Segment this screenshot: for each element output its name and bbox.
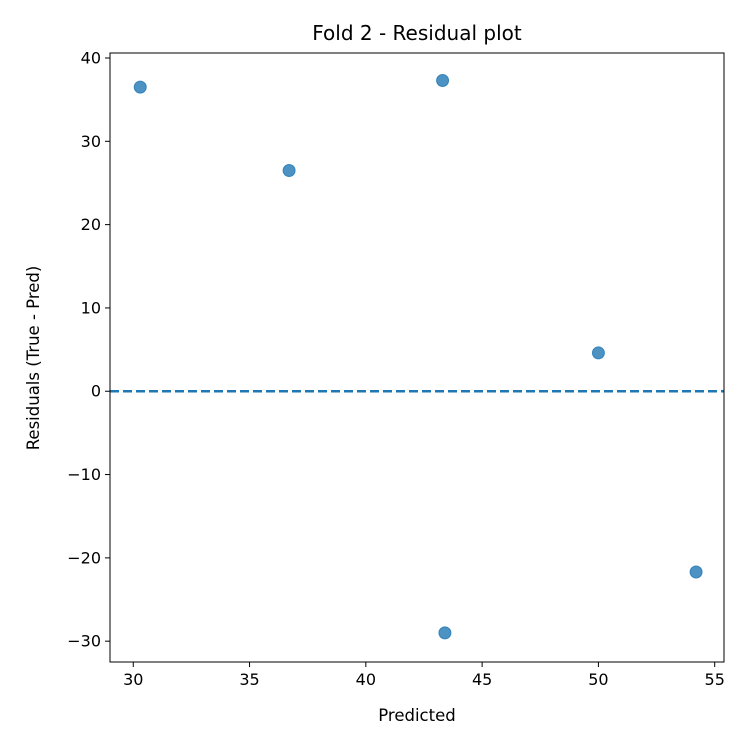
data-points-layer: [133, 73, 703, 640]
y-tick-label: −20: [67, 548, 101, 567]
data-point-5: [591, 346, 605, 360]
x-tick-label: 45: [472, 670, 492, 689]
x-axis-label: Predicted: [378, 706, 455, 725]
y-tick-label: −30: [67, 632, 101, 651]
y-tick-label: 20: [81, 215, 101, 234]
chart-title: Fold 2 - Residual plot: [312, 21, 522, 45]
y-axis-label: Residuals (True - Pred): [24, 266, 43, 451]
y-axis-ticks: −30 −20 −10 0 10 20 30 40: [67, 48, 110, 651]
plot-area-frame: [109, 52, 725, 663]
x-tick-label: 35: [239, 670, 259, 689]
y-tick-label: −10: [67, 465, 101, 484]
y-tick-label: 30: [81, 132, 101, 151]
x-tick-label: 50: [588, 670, 608, 689]
data-point-3: [436, 73, 450, 87]
data-point-1: [133, 80, 147, 94]
x-tick-label: 30: [123, 670, 143, 689]
data-point-6: [689, 565, 703, 579]
x-tick-label: 55: [705, 670, 725, 689]
y-tick-label: 40: [81, 48, 101, 67]
y-tick-label: 10: [81, 298, 101, 317]
data-point-4: [438, 626, 452, 640]
y-tick-label: 0: [91, 382, 101, 401]
x-tick-label: 40: [356, 670, 376, 689]
data-point-2: [282, 163, 296, 177]
x-axis-ticks: 30 35 40 45 50 55: [123, 662, 725, 689]
